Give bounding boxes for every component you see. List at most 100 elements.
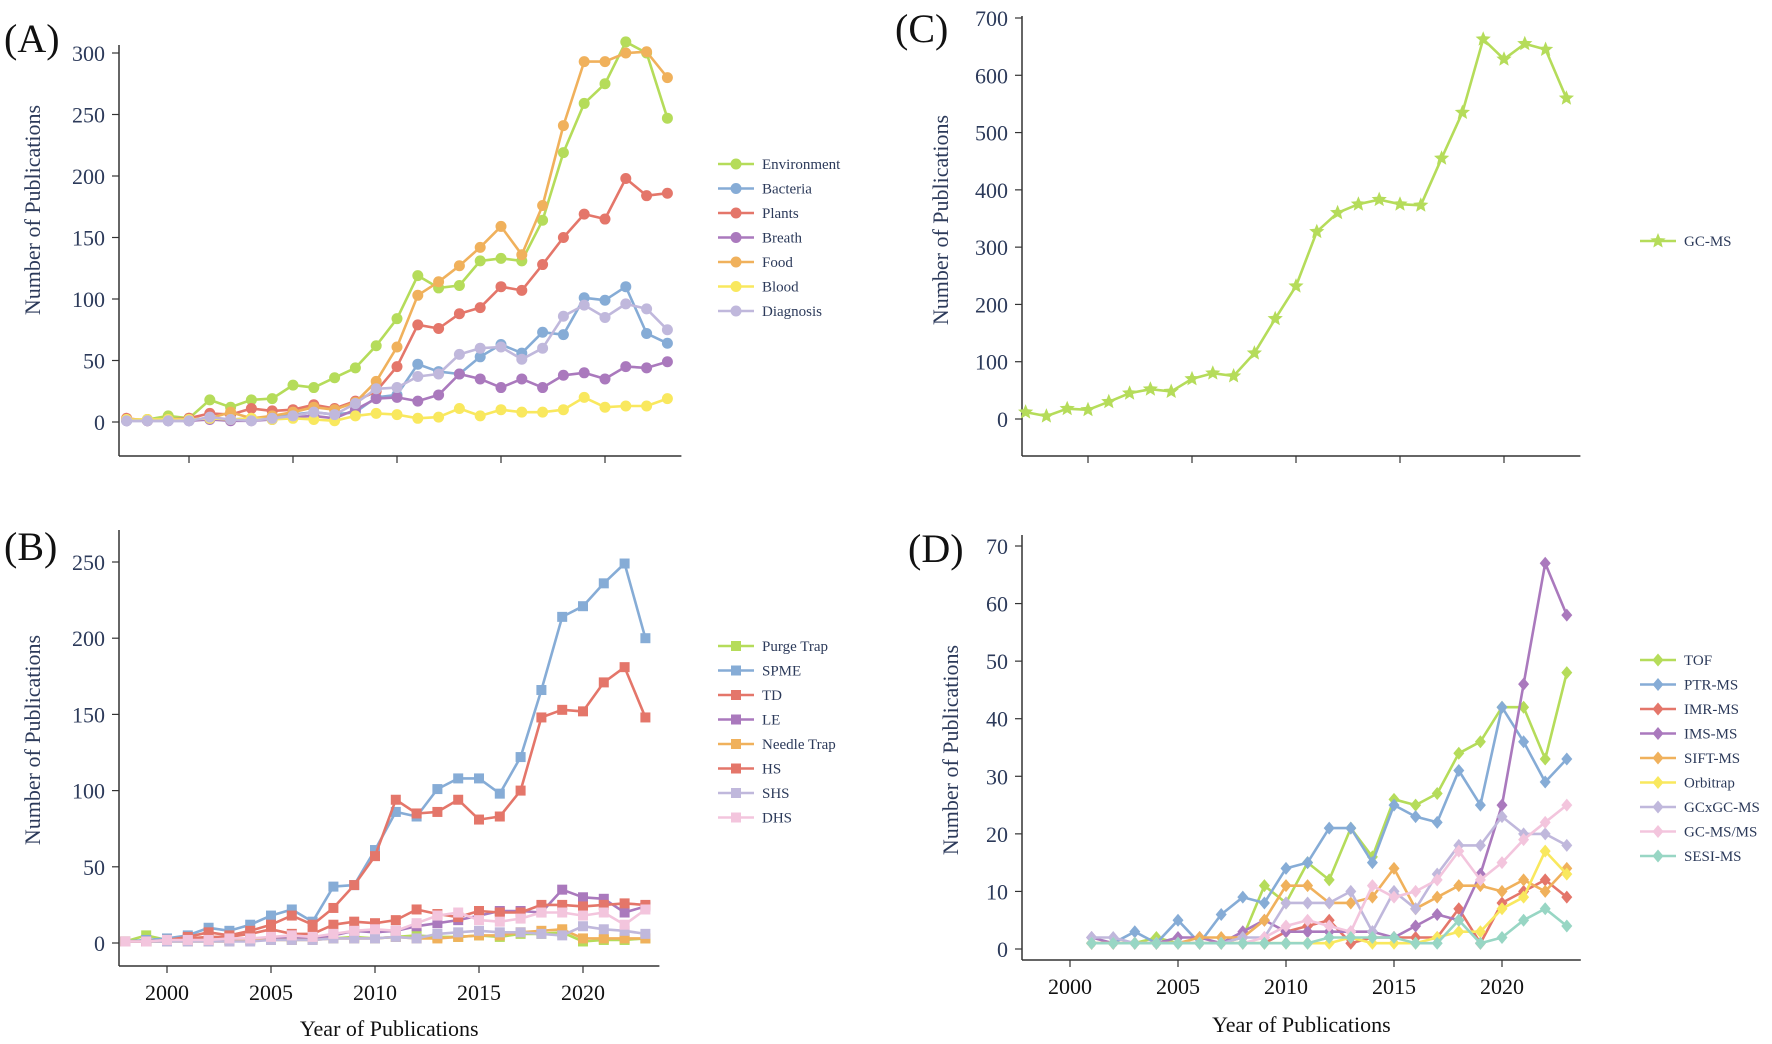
series-gc-ms [1018,31,1574,423]
data-point [731,690,741,700]
data-point [1410,936,1422,950]
data-point [391,382,403,394]
panel-label: (B) [4,524,57,569]
data-point [162,415,174,427]
legend-item: SHS [718,786,790,802]
y-tick-label: 70 [986,534,1008,559]
data-point [349,880,360,891]
legend-item: Needle Trap [718,737,836,753]
data-point [307,919,318,930]
data-point [1453,879,1465,893]
legend-item: Plants [718,206,799,222]
data-point [730,281,742,292]
data-point [1434,150,1450,165]
data-point [329,372,341,384]
x-tick-label: 2020 [561,980,605,1005]
data-point [620,172,632,184]
data-point [1246,345,1262,360]
legend-item: IMR-MS [1640,702,1739,718]
data-point [557,147,569,159]
data-point [1323,896,1335,910]
data-point [1258,879,1270,893]
data-point [412,395,424,407]
data-point [1330,204,1346,220]
data-point [1323,821,1335,835]
data-point [1410,884,1422,898]
data-point [619,662,630,673]
y-tick-label: 300 [72,41,105,66]
data-point [391,313,403,325]
data-point [453,348,465,360]
data-point [1652,751,1664,765]
legend-item: PTR-MS [1640,678,1738,694]
data-point [412,358,424,370]
legend-label: LE [762,713,780,729]
data-point [411,808,422,819]
data-point [1018,404,1034,419]
data-point [1558,90,1574,105]
data-point [1539,827,1551,841]
data-point [515,752,526,763]
x-tick-label: 2015 [457,980,501,1005]
data-point [578,299,590,311]
data-point [599,373,611,385]
y-tick-label: 600 [975,63,1008,88]
data-point [1172,936,1184,950]
data-point [329,409,341,421]
data-point [349,362,361,374]
data-point [1410,902,1422,916]
data-point [537,406,549,418]
data-point [1539,556,1551,570]
data-point [1496,884,1508,898]
data-point [516,284,528,296]
legend-item: Environment [718,157,841,173]
panel-label: (A) [4,16,60,61]
data-point [1561,666,1573,680]
data-point [370,851,380,862]
data-point [141,415,153,427]
data-point [1496,902,1508,916]
data-point [536,685,547,696]
x-tick-label: 2000 [1048,974,1092,999]
data-point [1474,735,1486,749]
data-point [1518,913,1530,927]
data-point [474,905,484,916]
y-tick-label: 200 [72,626,105,651]
data-point [1652,825,1664,838]
x-tick-label: 2020 [1480,974,1524,999]
data-point [1309,223,1325,239]
y-tick-label: 250 [72,550,105,575]
y-tick-label: 200 [975,292,1008,317]
data-point [370,340,382,352]
data-point [474,773,484,784]
data-point [453,927,464,938]
data-point [1431,787,1443,801]
x-tick-label: 2015 [1372,974,1416,999]
data-point [516,249,528,261]
data-point [474,410,486,422]
data-point [516,353,528,365]
y-tick-label: 50 [83,855,105,880]
data-point [731,739,741,749]
legend-label: SPME [762,664,801,680]
data-point [599,78,611,90]
legend-label: DHS [762,811,792,827]
data-point [432,918,443,929]
data-point [619,919,630,930]
legend-item: GC-MS [1640,233,1732,250]
data-point [620,361,632,373]
y-tick-label: 700 [975,6,1008,31]
data-point [598,899,609,910]
data-point [641,46,653,58]
data-point [1086,936,1098,950]
data-point [557,369,569,381]
data-point [433,411,445,423]
y-tick-label: 300 [975,235,1008,260]
data-point [578,706,588,717]
data-point [1518,735,1530,749]
data-point [433,323,445,335]
x-axis-label: Year of Publications [300,1016,479,1041]
legend-label: GC-MS [1684,234,1732,250]
data-point [1496,856,1508,870]
